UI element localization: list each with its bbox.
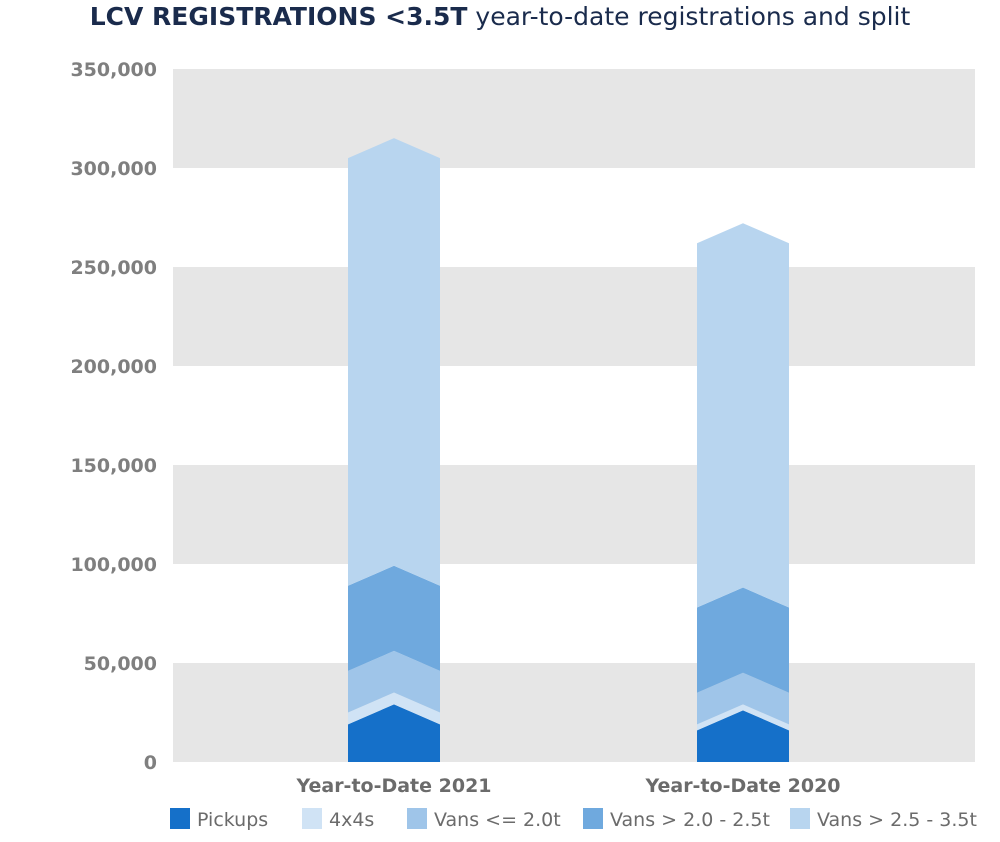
- grid-bands: [173, 69, 975, 762]
- y-tick-label: 350,000: [70, 59, 157, 81]
- y-tick-label: 300,000: [70, 158, 157, 180]
- bar-segment: [697, 223, 789, 608]
- bar-segment: [697, 672, 789, 725]
- y-tick-label: 0: [144, 752, 157, 774]
- y-tick-label: 150,000: [70, 455, 157, 477]
- y-tick-label: 100,000: [70, 554, 157, 576]
- bar-segment: [697, 710, 789, 762]
- legend-swatch: [583, 808, 603, 829]
- chart-title-rest: year-to-date registrations and split: [467, 2, 911, 31]
- chart-title: LCV REGISTRATIONS <3.5T year-to-date reg…: [0, 2, 1000, 31]
- legend-label: Vans <= 2.0t: [434, 809, 561, 831]
- bar-segment: [697, 704, 789, 731]
- bar-segment: [348, 692, 440, 725]
- y-tick-label: 200,000: [70, 356, 157, 378]
- x-category-label: Year-to-Date 2020: [644, 775, 840, 797]
- x-category-label: Year-to-Date 2021: [295, 775, 491, 797]
- y-axis: 0 50,000 100,000 150,000 200,000 250,000 300,0…: [70, 59, 157, 774]
- bars: [348, 138, 789, 762]
- chart-title-bold: LCV REGISTRATIONS <3.5T: [89, 2, 468, 31]
- grid-band: [173, 267, 975, 366]
- bar-segment: [697, 587, 789, 693]
- legend: Pickups 4x4s Vans <= 2.0t Vans > 2.0 - 2.5t…: [170, 808, 977, 831]
- bar-segment: [348, 565, 440, 671]
- grid-band: [173, 465, 975, 564]
- legend-swatch: [790, 808, 810, 829]
- y-tick-label: 250,000: [70, 257, 157, 279]
- grid-band: [173, 663, 975, 762]
- grid-band: [173, 69, 975, 168]
- legend-swatch: [407, 808, 427, 829]
- legend-label: Vans > 2.0 - 2.5t: [610, 809, 770, 831]
- legend-label: 4x4s: [329, 809, 374, 831]
- x-axis: Year-to-Date 2021 Year-to-Date 2020: [295, 775, 840, 797]
- legend-label: Vans > 2.5 - 3.5t: [817, 809, 977, 831]
- bar-segment: [348, 138, 440, 586]
- legend-swatch: [302, 808, 322, 829]
- legend-swatch: [170, 808, 190, 829]
- bar-segment: [348, 650, 440, 713]
- bar-segment: [348, 704, 440, 762]
- y-tick-label: 50,000: [84, 653, 157, 675]
- legend-label: Pickups: [197, 809, 268, 831]
